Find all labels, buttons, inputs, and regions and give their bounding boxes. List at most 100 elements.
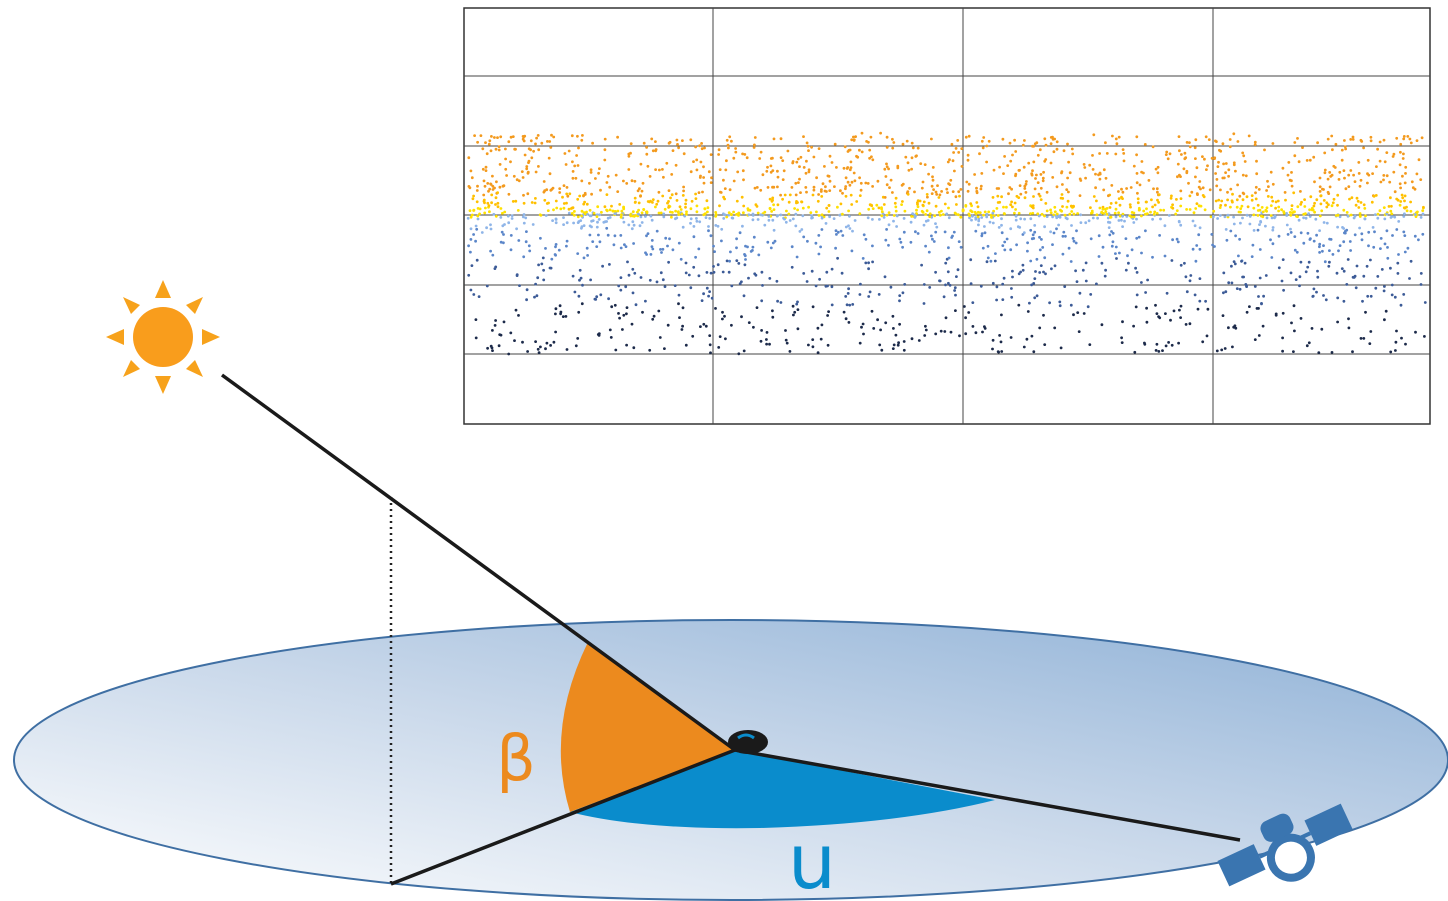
dot [977,205,980,208]
dot [1384,243,1387,246]
dot [511,217,514,220]
dot [1090,237,1093,240]
dot [680,258,683,261]
dot [765,170,768,173]
dot [1399,182,1402,185]
dot [1331,204,1334,207]
dot [998,201,1001,204]
dot [948,183,951,186]
dot [1302,216,1305,219]
dot [558,191,561,194]
dot [640,216,643,219]
dot [1099,207,1102,210]
dot [933,240,936,243]
dot [1005,206,1008,209]
dot [576,135,579,138]
dot [891,191,894,194]
dot [555,243,558,246]
dot [634,201,637,204]
dot [1327,265,1330,268]
dot [1000,341,1003,344]
dot [1231,346,1234,349]
dot [1075,242,1078,245]
dot [1131,211,1134,214]
dot [584,192,587,195]
dot [623,243,626,246]
dot [1120,188,1123,191]
dot [1136,271,1139,274]
dot [1043,256,1046,259]
dot [771,186,774,189]
dot [926,196,929,199]
dot [539,237,542,240]
dot [1152,145,1155,148]
dot [617,285,620,288]
dot [1244,262,1247,265]
dot [1400,337,1403,340]
dot [685,210,688,213]
dot [935,191,938,194]
dot [1328,249,1331,252]
dot [1053,206,1056,209]
dot [1380,181,1383,184]
page: {"labels": {"beta": "β", "u": "u"}} [0,0,1448,901]
dot [1359,212,1362,215]
dot [1218,149,1221,152]
dot [1219,189,1222,192]
dot [696,205,699,208]
dot [993,169,996,172]
dot [1111,245,1114,248]
dot [1175,198,1178,201]
dot [886,183,889,186]
dot [586,203,589,206]
dot [1367,159,1370,162]
dot [1383,290,1386,293]
dot [523,222,526,225]
dot [933,214,936,217]
dot [539,213,542,216]
dot [583,257,586,260]
dot [485,169,488,172]
scatter-panel [464,8,1430,424]
dot [961,165,964,168]
dot [1395,330,1398,333]
dot [958,195,961,198]
dot [939,280,942,283]
dot [728,260,731,263]
dot [839,189,842,192]
dot [1255,160,1258,163]
dot [723,315,726,318]
dot [728,135,731,138]
dot [537,134,540,137]
dot [1386,229,1389,232]
dot [864,182,867,185]
dot [679,205,682,208]
dot [1102,246,1105,249]
dot [630,142,633,145]
dot [641,311,644,314]
dot [1281,337,1284,340]
dot [1023,185,1026,188]
dot [801,201,804,204]
dot [604,138,607,141]
dot [1140,281,1143,284]
dot [835,166,838,169]
dot [1014,150,1017,153]
dot [610,305,613,308]
dot [517,314,520,317]
dot [759,189,762,192]
dot [1335,143,1338,146]
dot [798,178,801,181]
dot [1341,149,1344,152]
dot [818,278,821,281]
dot [815,242,818,245]
dot [1347,317,1350,320]
dot [1395,228,1398,231]
dot [1358,172,1361,175]
dot [1001,283,1004,286]
dot [559,208,562,211]
dot [1246,311,1249,314]
dot [503,211,506,214]
dot [482,194,485,197]
dot [559,304,562,307]
